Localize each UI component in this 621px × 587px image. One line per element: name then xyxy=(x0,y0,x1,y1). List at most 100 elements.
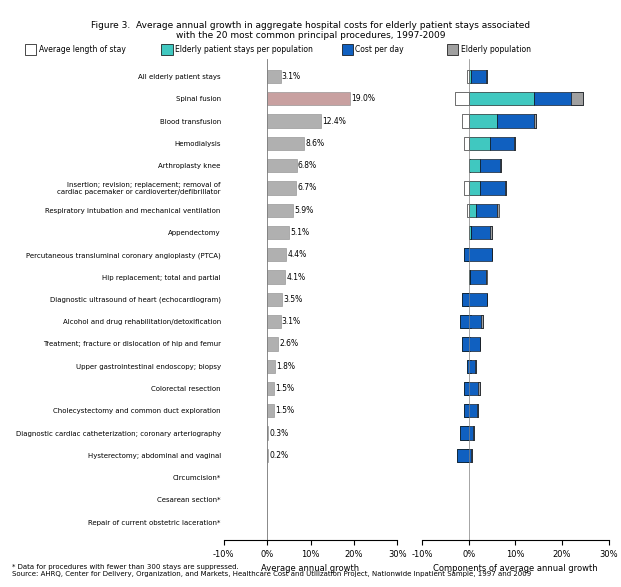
Bar xyxy=(497,114,537,128)
Bar xyxy=(514,137,515,150)
Bar xyxy=(267,271,285,284)
Text: 3.1%: 3.1% xyxy=(282,72,301,81)
Bar xyxy=(267,226,289,239)
Text: Cost per day: Cost per day xyxy=(355,45,404,54)
Bar xyxy=(470,271,486,284)
Bar xyxy=(462,293,487,306)
Bar xyxy=(464,404,478,417)
Bar xyxy=(500,159,502,173)
Bar xyxy=(267,159,297,173)
Bar xyxy=(469,338,470,350)
Bar xyxy=(267,181,296,195)
Bar xyxy=(464,382,481,395)
Bar xyxy=(457,448,469,462)
Bar xyxy=(267,448,268,462)
Bar xyxy=(471,70,487,83)
Bar xyxy=(464,248,469,261)
Bar xyxy=(486,70,487,83)
Bar xyxy=(469,181,481,195)
Bar xyxy=(471,448,472,462)
Text: 12.4%: 12.4% xyxy=(322,117,346,126)
Bar xyxy=(460,315,483,328)
Bar xyxy=(477,404,478,417)
Bar xyxy=(464,404,469,417)
Bar xyxy=(455,92,469,106)
Bar xyxy=(267,293,282,306)
Bar xyxy=(460,426,469,440)
Text: 4.4%: 4.4% xyxy=(288,250,307,259)
Bar xyxy=(469,226,471,239)
Bar xyxy=(469,271,470,284)
Bar xyxy=(466,359,476,373)
Bar xyxy=(267,404,273,417)
Text: Elderly patient stays per population: Elderly patient stays per population xyxy=(175,45,313,54)
Bar xyxy=(267,204,292,217)
Bar xyxy=(491,226,492,239)
Bar xyxy=(457,448,472,462)
Bar xyxy=(460,426,474,440)
Bar xyxy=(534,92,583,106)
Bar xyxy=(267,137,304,150)
Bar xyxy=(267,114,321,128)
Bar xyxy=(460,315,469,328)
Bar xyxy=(469,159,470,173)
Text: 4.1%: 4.1% xyxy=(286,272,306,282)
Bar xyxy=(464,248,492,261)
Text: 8.6%: 8.6% xyxy=(306,139,325,148)
Bar xyxy=(267,70,281,83)
Bar xyxy=(473,426,474,440)
Bar xyxy=(486,271,487,284)
Text: 0.3%: 0.3% xyxy=(270,429,289,437)
Bar xyxy=(469,159,481,173)
Bar xyxy=(481,181,506,195)
Text: * Data for procedures with fewer than 300 stays are suppressed.
Source: AHRQ, Ce: * Data for procedures with fewer than 30… xyxy=(12,564,532,576)
Bar xyxy=(466,426,469,440)
Text: 1.5%: 1.5% xyxy=(275,406,294,415)
Bar xyxy=(469,70,471,83)
Text: 1.8%: 1.8% xyxy=(276,362,295,371)
Text: 6.8%: 6.8% xyxy=(298,161,317,170)
Bar xyxy=(466,359,469,373)
Text: Average length of stay: Average length of stay xyxy=(39,45,125,54)
Bar xyxy=(497,204,499,217)
Bar xyxy=(469,315,471,328)
Bar xyxy=(464,382,469,395)
Text: 1.5%: 1.5% xyxy=(275,384,294,393)
Text: 19.0%: 19.0% xyxy=(351,95,375,103)
Text: Elderly population: Elderly population xyxy=(461,45,531,54)
Text: 0.2%: 0.2% xyxy=(269,451,288,460)
Bar xyxy=(466,293,469,306)
Bar xyxy=(462,293,469,306)
Bar xyxy=(469,204,476,217)
Bar xyxy=(466,70,469,83)
Bar xyxy=(267,426,268,440)
Bar xyxy=(267,315,281,328)
Bar xyxy=(466,382,469,395)
Bar xyxy=(469,114,497,128)
Bar xyxy=(267,382,273,395)
X-axis label: Average annual growth: Average annual growth xyxy=(261,564,360,573)
Bar xyxy=(267,359,275,373)
Bar xyxy=(468,448,469,462)
Bar xyxy=(267,92,350,106)
Bar xyxy=(469,226,471,239)
Bar xyxy=(466,248,469,261)
Text: Figure 3.  Average annual growth in aggregate hospital costs for elderly patient: Figure 3. Average annual growth in aggre… xyxy=(91,21,530,40)
Text: 3.1%: 3.1% xyxy=(282,317,301,326)
Bar xyxy=(533,114,537,128)
Text: 5.9%: 5.9% xyxy=(294,205,313,215)
Text: 3.5%: 3.5% xyxy=(284,295,303,304)
Bar xyxy=(475,359,476,373)
Bar xyxy=(469,359,471,373)
Bar xyxy=(490,137,515,150)
Bar xyxy=(469,137,490,150)
Bar xyxy=(476,204,497,217)
Bar xyxy=(469,271,470,284)
Text: 6.7%: 6.7% xyxy=(297,184,317,193)
Bar xyxy=(462,338,469,350)
Text: 5.1%: 5.1% xyxy=(291,228,310,237)
Bar xyxy=(466,204,469,217)
Bar xyxy=(505,181,506,195)
Bar xyxy=(462,338,481,350)
Bar xyxy=(464,137,469,150)
